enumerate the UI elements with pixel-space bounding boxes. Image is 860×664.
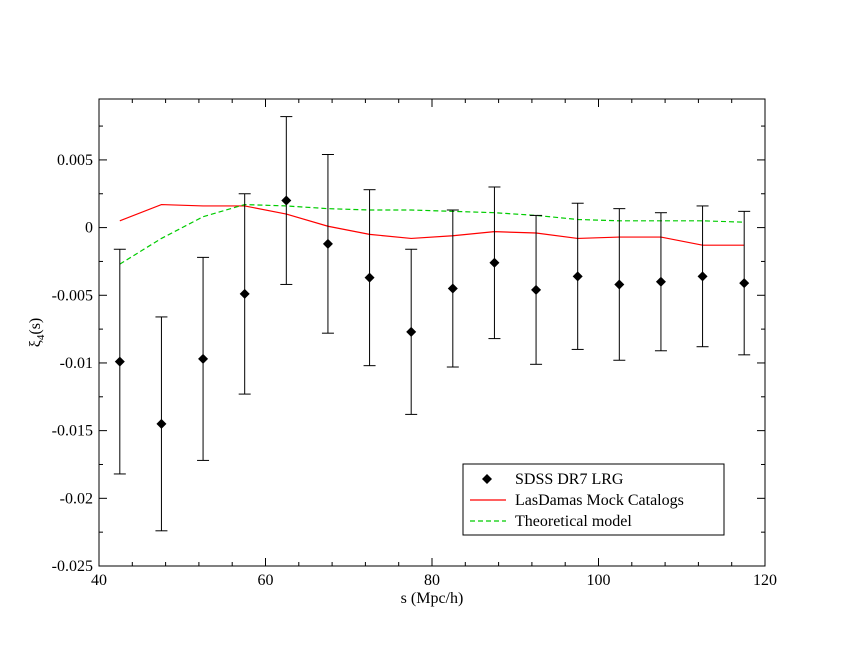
x-tick-label: 100 bbox=[587, 572, 611, 589]
series-theory-line bbox=[119, 203, 745, 265]
x-axis-title: s (Mpc/h) bbox=[401, 590, 464, 607]
sdss-point-group bbox=[654, 212, 667, 352]
sdss-data-point bbox=[697, 271, 708, 282]
sdss-point-group bbox=[488, 186, 501, 340]
sdss-point-group bbox=[696, 205, 709, 348]
sdss-data-point bbox=[364, 272, 375, 283]
y-axis-title-tail: (s) bbox=[27, 318, 44, 335]
y-tick-label: -0.02 bbox=[60, 490, 93, 507]
legend-marker-sdss bbox=[482, 474, 492, 484]
sdss-point-group bbox=[113, 248, 126, 475]
sdss-point-group bbox=[446, 209, 459, 368]
y-tick-label: -0.015 bbox=[52, 423, 93, 440]
x-tick-label: 40 bbox=[91, 572, 107, 589]
y-tick-label: 0.005 bbox=[57, 152, 93, 169]
x-tick-label: 60 bbox=[258, 572, 274, 589]
sdss-point-group bbox=[363, 189, 376, 367]
x-tick-label: 80 bbox=[424, 572, 440, 589]
y-tick-label: -0.005 bbox=[52, 287, 93, 304]
sdss-point-group bbox=[280, 116, 293, 285]
sdss-point-group bbox=[405, 248, 418, 415]
sdss-point-group bbox=[571, 202, 584, 350]
sdss-data-point bbox=[739, 278, 750, 289]
axes: 40 60 80 100 120-0.025-0.02-0.015-0.01-0.005… bbox=[27, 98, 777, 607]
series-lasdamas-line bbox=[119, 203, 745, 246]
y-axis-title: ξ4(s) bbox=[27, 318, 47, 348]
sdss-point-group bbox=[738, 210, 751, 356]
sdss-data-point bbox=[572, 271, 583, 282]
x-tick-label: 120 bbox=[753, 572, 777, 589]
legend-label-lasdamas: LasDamas Mock Catalogs bbox=[515, 492, 684, 509]
plot-area bbox=[113, 116, 751, 532]
sdss-point-group bbox=[530, 214, 543, 365]
sdss-data-point bbox=[156, 418, 167, 429]
sdss-point-group bbox=[197, 256, 210, 461]
y-tick-label: 0 bbox=[85, 220, 93, 237]
y-tick-label: -0.025 bbox=[52, 558, 93, 575]
sdss-point-group bbox=[238, 193, 251, 395]
sdss-data-point bbox=[406, 326, 417, 337]
legend-label-theory: Theoretical model bbox=[515, 513, 632, 530]
legend: SDSS DR7 LRG LasDamas Mock Catalogs Theore… bbox=[462, 463, 725, 536]
sdss-data-point bbox=[531, 284, 542, 295]
y-axis-title-sub: 4 bbox=[35, 334, 47, 340]
sdss-data-point bbox=[489, 257, 500, 268]
legend-label-sdss: SDSS DR7 LRG bbox=[515, 471, 624, 488]
sdss-data-point bbox=[322, 238, 333, 249]
legend-box bbox=[462, 463, 725, 536]
sdss-point-group bbox=[613, 208, 626, 361]
sdss-point-group bbox=[155, 316, 168, 532]
sdss-data-point bbox=[614, 279, 625, 290]
sdss-data-point bbox=[239, 288, 250, 299]
y-axis-title-main: ξ bbox=[27, 340, 44, 347]
sdss-data-point bbox=[114, 356, 125, 367]
sdss-data-point bbox=[655, 276, 666, 287]
sdss-data-point bbox=[447, 283, 458, 294]
sdss-data-point bbox=[198, 353, 209, 364]
sdss-point-group bbox=[321, 153, 334, 334]
sdss-data-point bbox=[281, 195, 292, 206]
y-tick-label: -0.01 bbox=[60, 355, 93, 372]
